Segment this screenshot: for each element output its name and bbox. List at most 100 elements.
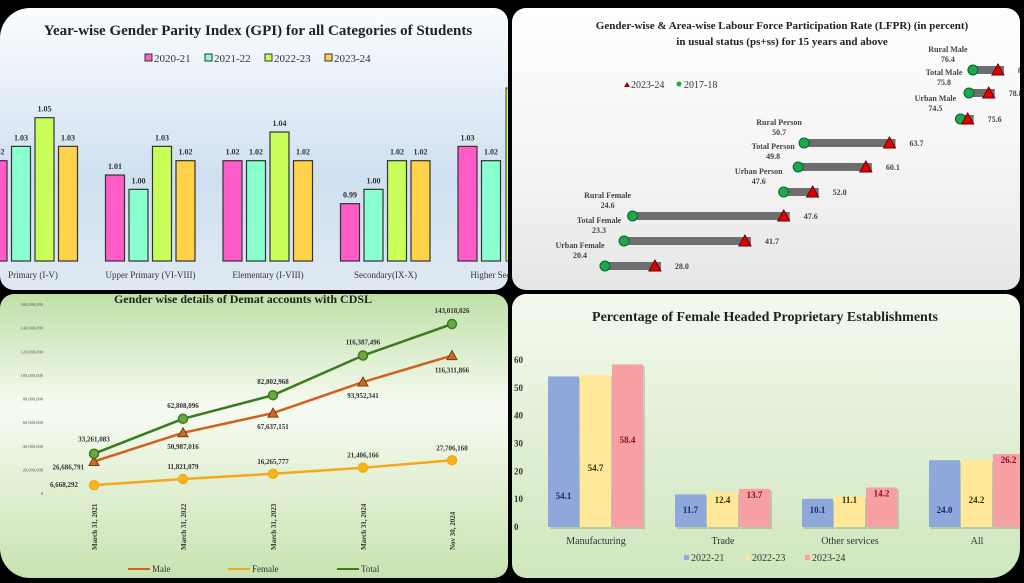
y-tick-label: 0 (41, 491, 44, 496)
bar (245, 160, 267, 262)
chart-subtitle: in usual status (ps+ss) for 15 years and… (676, 36, 888, 48)
legend-label: Male (152, 564, 171, 574)
lfpr-chart-panel: Gender-wise & Area-wise Labour Force Par… (512, 8, 1020, 290)
value-2023-24: 60.1 (886, 163, 900, 172)
x-tick-label: March 31, 2023 (270, 503, 278, 550)
circle-icon (676, 81, 682, 87)
data-label: 1.02 (249, 148, 263, 157)
category-label: Trade (712, 536, 736, 547)
y-tick-label: 120,000,000 (21, 349, 44, 355)
data-point (446, 455, 458, 466)
marker-2023-24 (991, 62, 1005, 76)
data-label: 1.03 (461, 133, 475, 142)
data-point (357, 350, 369, 361)
x-tick-label: Nov 30, 2024 (449, 511, 457, 550)
data-label: 1.00 (132, 176, 146, 185)
data-point (177, 413, 189, 425)
value-2023-24: 75.6 (988, 115, 1002, 124)
data-point (88, 455, 100, 466)
chart-title: Gender wise details of Demat accounts wi… (114, 294, 372, 306)
legend-label: 2022-21 (691, 553, 724, 564)
bar (410, 160, 431, 262)
marker-2023-24 (960, 111, 975, 125)
y-tick-label: 140,000,000 (21, 326, 44, 332)
y-tick-label: 60 (514, 355, 524, 365)
data-label: 14.2 (874, 488, 890, 498)
marker-2023-24 (738, 233, 752, 247)
data-point (446, 318, 458, 330)
data-label: 58.4 (620, 435, 636, 445)
dumbbell-bar (804, 139, 896, 147)
data-point (88, 448, 100, 459)
triangle-icon (624, 82, 630, 87)
y-tick-label: 30 (514, 439, 524, 449)
legend-label: 2022-23 (752, 553, 785, 564)
data-label: 1.02 (390, 148, 404, 157)
marker-2023-24 (981, 85, 996, 99)
bar (10, 145, 32, 262)
bar (802, 498, 833, 527)
category-label: Urban Female (555, 241, 605, 250)
value-2023-24: 52.0 (833, 188, 847, 197)
bar (175, 160, 196, 262)
value-2023-24: 28.0 (675, 262, 689, 271)
legend-label: 2023-24 (631, 80, 664, 91)
bar (480, 160, 502, 262)
legend-label: 2023-24 (812, 553, 845, 564)
category-label: Secondary(IX-X) (354, 270, 417, 280)
data-label: 54.7 (588, 463, 604, 473)
data-point (177, 426, 189, 438)
bar (151, 145, 173, 262)
category-label: Higher Secondary (470, 270, 508, 280)
value-2017-18: 76.4 (941, 55, 955, 64)
bar (739, 488, 770, 527)
data-point (177, 473, 189, 485)
value-2023-24: 78.8 (1009, 89, 1020, 98)
dumbbell-bar (632, 212, 790, 220)
marker-2017-18 (778, 186, 790, 198)
category-label: Elementary (I-VIII) (232, 270, 303, 280)
data-label: 1.02 (414, 148, 428, 157)
data-label: 1.05 (38, 105, 52, 114)
data-label: 54.1 (556, 491, 572, 501)
x-tick-label: March 31, 2024 (360, 503, 368, 550)
legend-swatch (745, 555, 750, 560)
marker-2017-18 (792, 161, 804, 173)
data-point (267, 407, 279, 418)
data-label: 13.7 (747, 490, 763, 500)
data-label: 24.2 (969, 495, 985, 505)
chart-title: Gender-wise & Area-wise Labour Force Par… (596, 20, 969, 32)
gpi-chart-panel: Year-wise Gender Parity Index (GPI) for … (0, 8, 508, 290)
category-label: Urban Person (735, 167, 783, 176)
bar (57, 145, 79, 262)
data-label: 93,952,341 (347, 392, 379, 400)
x-tick-label: March 31, 2022 (180, 503, 188, 550)
legend-swatch (324, 53, 333, 62)
bar (505, 87, 508, 262)
bar (580, 374, 611, 527)
data-point (357, 375, 369, 387)
female-establishments-chart-panel: Percentage of Female Headed Proprietary … (512, 294, 1020, 578)
data-label: 1.03 (61, 133, 75, 142)
data-label: 143,018,026 (435, 307, 471, 315)
data-label: 24.0 (937, 505, 953, 515)
marker-2023-24 (805, 184, 820, 198)
category-label: Total Person (752, 142, 796, 151)
lfpr-chart: Gender-wise & Area-wise Labour Force Par… (555, 20, 1020, 272)
data-label: 0.99 (343, 191, 357, 200)
bar (548, 376, 579, 527)
data-label: 82,802,968 (257, 378, 289, 386)
value-2023-24: 47.6 (804, 212, 818, 221)
legend-swatch (805, 555, 810, 560)
bar (707, 492, 738, 527)
value-2017-18: 47.6 (752, 177, 766, 186)
data-point (357, 462, 369, 473)
data-label: 67,637,151 (257, 423, 289, 431)
bar (128, 188, 149, 262)
bar (34, 117, 55, 262)
data-label: 16,265,777 (257, 458, 289, 466)
y-tick-label: 20,000,000 (23, 467, 44, 473)
marker-2017-18 (963, 87, 975, 99)
data-label: 116,311,866 (435, 367, 470, 375)
category-label: Total Male (926, 68, 963, 77)
